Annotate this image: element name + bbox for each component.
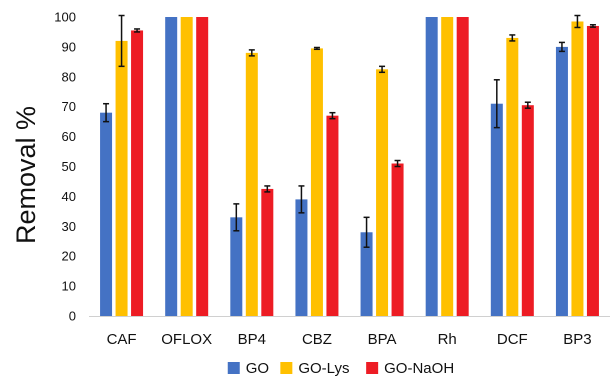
bar-go-rh (425, 17, 438, 316)
bar-go-bp4 (230, 217, 243, 316)
bar-go-dcf (490, 103, 503, 317)
x-tick-label: CAF (107, 331, 137, 348)
y-tick-label: 50 (62, 159, 76, 174)
bar-go-bp3 (555, 46, 568, 317)
x-tick-label: BPA (368, 331, 397, 348)
bar-go-lys-bpa (376, 69, 389, 316)
bar-go-oflox (165, 17, 178, 316)
y-tick-label: 80 (62, 69, 76, 84)
bar-go-lys-rh (441, 17, 454, 316)
bar-go-lys-bp3 (571, 21, 584, 317)
bar-go-cbz (295, 199, 308, 316)
y-tick-label: 70 (62, 99, 76, 114)
bar-go-naoh-bp3 (586, 25, 599, 316)
legend-swatch-go (227, 362, 240, 374)
legend: GO GO-Lys GO-NaOH (227, 360, 454, 377)
bar-go-naoh-dcf (521, 105, 534, 317)
y-tick-label: 60 (62, 129, 76, 144)
x-tick-label: Rh (438, 331, 457, 348)
bar-go-bpa (360, 232, 373, 316)
y-tick-label: 40 (62, 189, 76, 204)
bar-go-naoh-cbz (326, 115, 339, 316)
legend-label-go-naoh: GO-NaOH (384, 360, 454, 377)
plot-area: 0 10 20 30 40 50 60 70 80 90 100 CAF OFLOX BP4 CBZ BPA R… (54, 10, 610, 348)
x-tick-label: BP4 (238, 331, 266, 348)
bar-go-naoh-rh (456, 17, 469, 316)
bar-go-lys-cbz (310, 48, 323, 316)
x-tick-label: DCF (497, 331, 528, 348)
y-tick-label: 100 (54, 10, 76, 25)
bar-go-naoh-oflox (196, 17, 209, 316)
y-tick-label: 90 (62, 39, 76, 54)
x-tick-label: CBZ (302, 331, 332, 348)
x-tick-label: OFLOX (161, 331, 212, 348)
y-tick-label: 10 (62, 279, 76, 294)
legend-swatch-go-naoh (366, 362, 379, 374)
bar-go-caf (100, 112, 113, 317)
legend-label-go-lys: GO-Lys (298, 360, 349, 377)
legend-swatch-go-lys (280, 362, 293, 374)
y-tick-label: 0 (69, 309, 76, 324)
bar-go-naoh-bp4 (261, 188, 274, 316)
y-tick-label: 20 (62, 249, 76, 264)
x-tick-label: BP3 (563, 331, 591, 348)
bar-go-lys-dcf (506, 37, 519, 317)
y-axis-label: Removal % (11, 106, 41, 244)
bar-go-naoh-bpa (391, 163, 404, 316)
bar-go-lys-caf (115, 40, 128, 317)
bar-go-naoh-caf (131, 30, 144, 316)
legend-label-go: GO (246, 360, 269, 377)
y-tick-label: 30 (62, 219, 76, 234)
bar-go-lys-oflox (180, 17, 193, 316)
bar-go-lys-bp4 (245, 52, 258, 316)
